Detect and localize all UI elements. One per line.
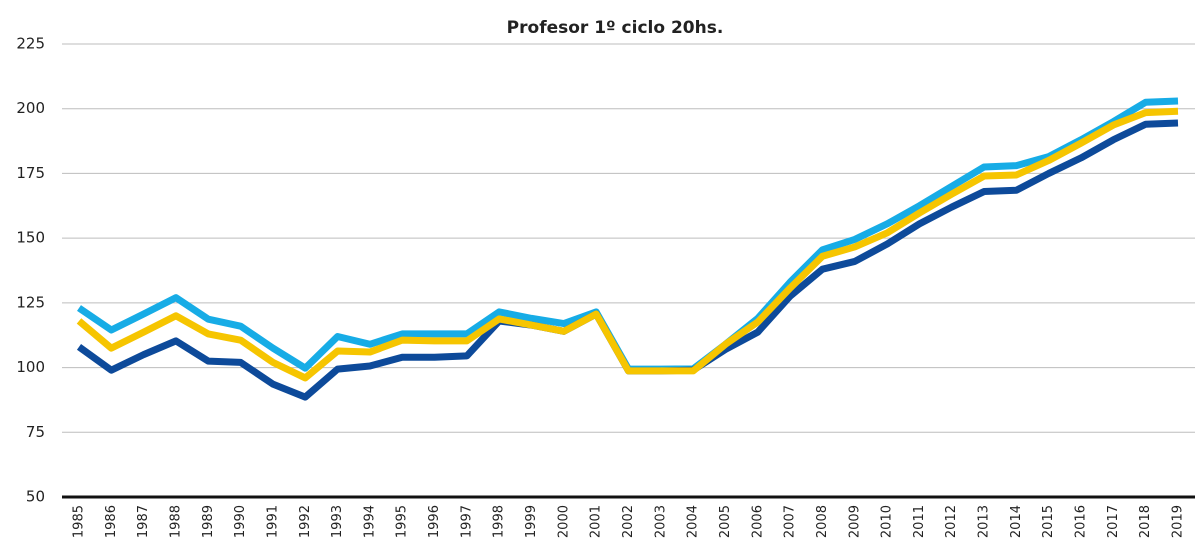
- x-tick-label: 2019: [1171, 505, 1186, 538]
- x-tick-label: 2012: [944, 505, 959, 538]
- y-tick-label: 75: [26, 423, 45, 441]
- y-tick-label: 175: [16, 164, 45, 182]
- x-tick-label: 1988: [168, 505, 183, 538]
- x-tick-label: 2006: [750, 505, 765, 538]
- x-tick-label: 1985: [72, 505, 87, 538]
- x-tick-label: 1989: [201, 505, 216, 538]
- x-tick-label: 2018: [1138, 505, 1153, 538]
- series-line: [77, 97, 1179, 373]
- x-tick-label: 2002: [621, 505, 636, 538]
- x-tick-label: 1987: [136, 505, 151, 538]
- x-tick-label: 2013: [977, 505, 992, 538]
- x-tick-label: 1991: [265, 505, 280, 538]
- x-tick-label: 1995: [395, 505, 410, 538]
- x-tick-label: 2010: [880, 505, 895, 538]
- y-tick-label: 225: [16, 35, 45, 53]
- x-tick-label: 2004: [686, 505, 701, 538]
- x-tick-label: 2001: [589, 505, 604, 538]
- x-tick-label: 2005: [718, 505, 733, 538]
- x-tick-label: 2016: [1074, 505, 1089, 538]
- x-tick-label: 1994: [362, 505, 377, 538]
- x-tick-label: 1993: [330, 505, 345, 538]
- x-tick-label: 1986: [104, 505, 119, 538]
- x-tick-label: 2003: [653, 505, 668, 538]
- x-tick-label: 2017: [1106, 505, 1121, 538]
- y-tick-label: 200: [16, 99, 45, 117]
- x-tick-label: 2014: [1009, 505, 1024, 538]
- y-tick-label: 150: [16, 229, 45, 247]
- x-tick-label: 2009: [847, 505, 862, 538]
- x-tick-label: 2000: [556, 505, 571, 538]
- series-line: [76, 107, 1179, 382]
- y-tick-label: 125: [16, 293, 45, 311]
- x-tick-label: 1998: [492, 505, 507, 538]
- x-tick-label: 1997: [459, 505, 474, 538]
- y-tick-label: 50: [26, 488, 45, 506]
- x-tick-label: 2007: [783, 505, 798, 538]
- x-tick-label: 1996: [427, 505, 442, 538]
- chart-title: Profesor 1º ciclo 20hs.: [507, 18, 724, 38]
- x-tick-label: 1992: [298, 505, 313, 538]
- y-tick-label: 100: [16, 358, 45, 376]
- x-tick-label: 2008: [815, 505, 830, 538]
- x-tick-label: 2011: [912, 505, 927, 538]
- x-tick-label: 1999: [524, 505, 539, 538]
- x-tick-label: 2015: [1041, 505, 1056, 538]
- x-tick-label: 1990: [233, 505, 248, 538]
